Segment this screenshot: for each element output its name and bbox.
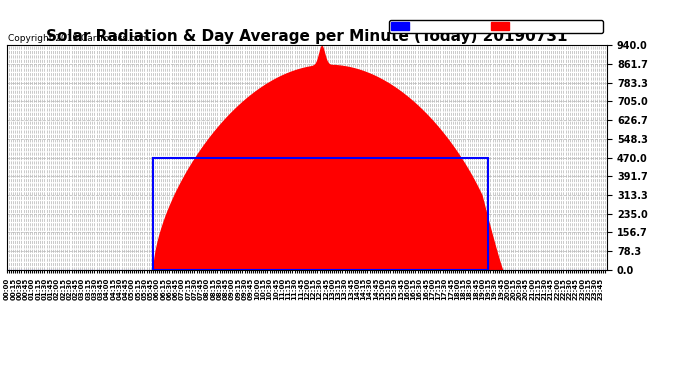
Legend: Median (W/m2), Radiation (W/m2): Median (W/m2), Radiation (W/m2) bbox=[389, 20, 602, 33]
Bar bbox=[152, 158, 489, 270]
Text: Copyright 2019 Cartronics.com: Copyright 2019 Cartronics.com bbox=[8, 34, 149, 43]
Title: Solar Radiation & Day Average per Minute (Today) 20190731: Solar Radiation & Day Average per Minute… bbox=[46, 29, 568, 44]
